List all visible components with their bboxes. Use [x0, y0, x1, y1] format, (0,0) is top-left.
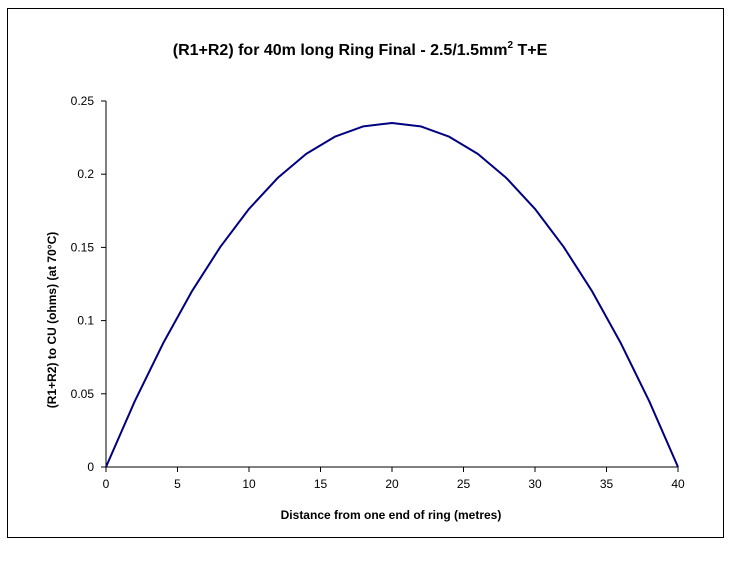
y-tick-label: 0.15 — [71, 240, 95, 254]
title-superscript: 2 — [507, 40, 513, 51]
y-tick-label: 0.2 — [77, 167, 94, 181]
axes — [101, 100, 679, 472]
x-tick-label: 10 — [242, 477, 256, 491]
y-tick-label: 0 — [87, 460, 94, 474]
title-suffix: T+E — [513, 42, 548, 59]
y-tick-label: 0.05 — [71, 387, 95, 401]
x-tick-label: 40 — [671, 477, 685, 491]
x-tick-label: 20 — [385, 477, 399, 491]
x-tick-label: 5 — [174, 477, 181, 491]
y-axis-label: (R1+R2) to CU (ohms) (at 70°C) — [45, 232, 59, 408]
tick-labels: 0 0.05 0.1 0.15 0.2 0.25 0 5 10 15 20 25 30 35 40 — [71, 94, 685, 491]
y-tick-label: 0.25 — [71, 94, 95, 108]
series-layer — [105, 121, 679, 468]
chart-frame — [7, 8, 724, 538]
y-tick-label: 0.1 — [77, 314, 94, 328]
x-axis-label: Distance from one end of ring (metres) — [281, 508, 502, 522]
x-tick-label: 30 — [528, 477, 542, 491]
x-tick-label: 35 — [600, 477, 614, 491]
chart-title: (R1+R2) for 40m long Ring Final - 2.5/1.… — [173, 40, 548, 59]
series-line-0 — [105, 121, 679, 468]
x-tick-label: 15 — [314, 477, 328, 491]
x-tick-label: 0 — [103, 477, 110, 491]
x-tick-label: 25 — [457, 477, 471, 491]
